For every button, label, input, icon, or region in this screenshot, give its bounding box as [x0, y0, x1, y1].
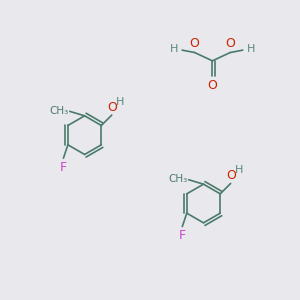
Text: H: H	[247, 44, 255, 54]
Text: H: H	[235, 165, 243, 175]
Text: O: O	[225, 37, 235, 50]
Text: O: O	[107, 100, 117, 114]
Text: F: F	[179, 229, 186, 242]
Text: CH₃: CH₃	[168, 174, 187, 184]
Text: F: F	[60, 160, 67, 174]
Text: O: O	[226, 169, 236, 182]
Text: H: H	[169, 44, 178, 54]
Text: CH₃: CH₃	[49, 106, 68, 116]
Text: O: O	[208, 79, 218, 92]
Text: H: H	[116, 97, 124, 107]
Text: O: O	[190, 37, 200, 50]
